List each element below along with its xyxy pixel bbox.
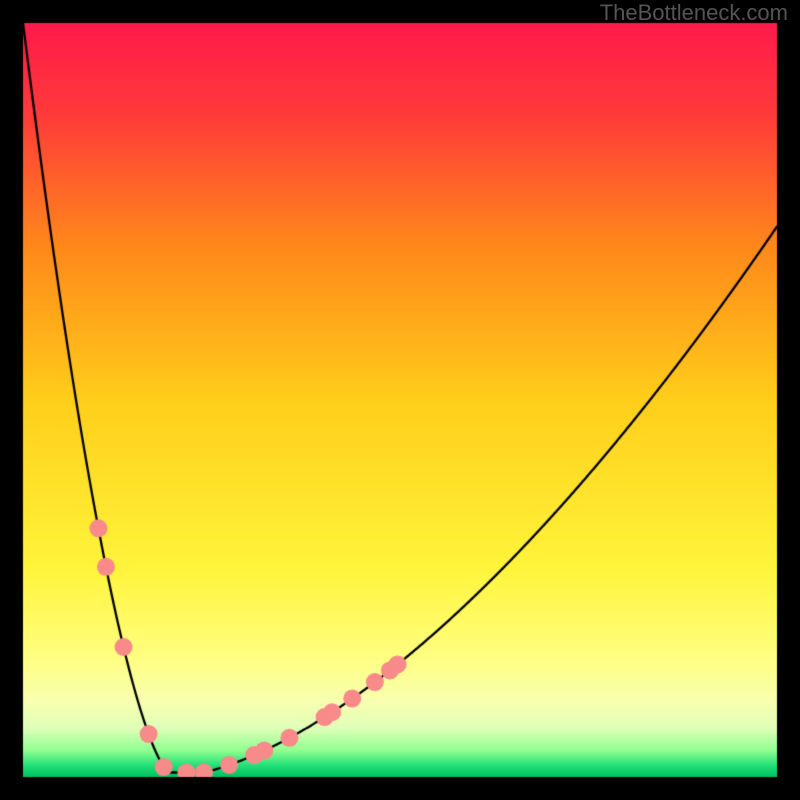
- watermark-text: TheBottleneck.com: [600, 0, 788, 26]
- chart-stage: TheBottleneck.com: [0, 0, 800, 800]
- bottleneck-curve-canvas: [0, 0, 800, 800]
